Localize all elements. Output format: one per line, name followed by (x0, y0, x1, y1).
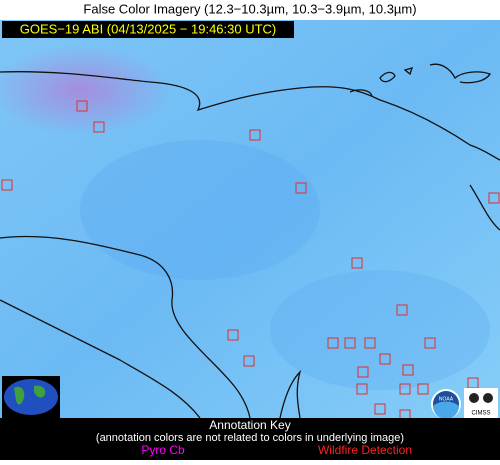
cimss-logo: CIMSS (464, 388, 498, 418)
title: False Color Imagery (12.3−10.3µm, 10.3−3… (83, 1, 416, 16)
banner-bg (2, 21, 294, 38)
coastlines (0, 63, 500, 419)
cloud (0, 45, 170, 135)
globe-logo (2, 376, 60, 418)
wildfire-detections (1, 100, 500, 421)
cloud (80, 140, 320, 280)
key-item: Wildfire Detection (318, 443, 412, 457)
banner: GOES−19 ABI (04/13/2025 − 19:46:30 UTC) (20, 21, 277, 36)
noaa-logo: NOAA (431, 389, 461, 419)
cloud (270, 270, 490, 390)
title-bar (0, 0, 500, 20)
cimss-label: CIMSS (471, 411, 490, 417)
key-item: Pyro Cb (141, 443, 185, 457)
key-bar (0, 418, 500, 460)
noaa-label: NOAA (439, 396, 454, 402)
key-title: Annotation Key (209, 418, 290, 432)
key-note: (annotation colors are not related to co… (96, 432, 404, 444)
